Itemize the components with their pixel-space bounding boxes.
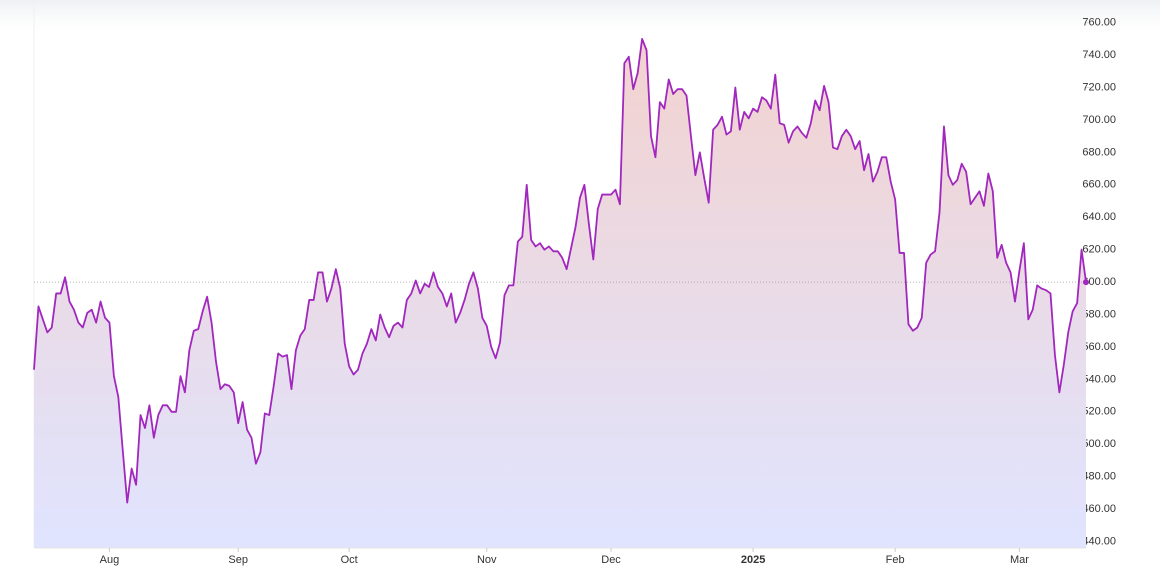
y-tick-label: 640.00 — [1082, 211, 1116, 223]
y-tick-label: 580.00 — [1082, 308, 1116, 320]
y-tick-label: 680.00 — [1082, 146, 1116, 158]
line — [33, 38, 1087, 504]
y-tick-label: 520.00 — [1082, 406, 1116, 418]
y-tick-label: 740.00 — [1082, 49, 1116, 61]
y-tick-label: 660.00 — [1082, 179, 1116, 191]
y-tick-label: 760.00 — [1082, 17, 1116, 29]
y-tick-label: 600.00 — [1082, 276, 1116, 288]
x-tick-label: Aug — [100, 554, 120, 566]
last-point — [1083, 279, 1089, 286]
x-tick-label: Sep — [228, 554, 248, 566]
x-tick-label: Oct — [341, 554, 358, 566]
y-tick-label: 440.00 — [1082, 535, 1116, 547]
y-tick-label: 700.00 — [1082, 114, 1116, 126]
area — [34, 38, 1086, 548]
y-tick-label: 620.00 — [1082, 244, 1116, 256]
y-tick-label: 540.00 — [1082, 373, 1116, 385]
x-tick-label: 2025 — [741, 554, 765, 566]
x-tick-label: Mar — [1010, 554, 1029, 566]
x-tick-label: Feb — [886, 554, 905, 566]
x-tick-label: Dec — [601, 554, 621, 566]
x-tick-label: Nov — [477, 554, 497, 566]
y-tick-label: 460.00 — [1082, 503, 1116, 515]
header-fade — [0, 0, 1160, 40]
y-tick-label: 560.00 — [1082, 341, 1116, 353]
y-tick-label: 500.00 — [1082, 438, 1116, 450]
y-tick-label: 720.00 — [1082, 81, 1116, 93]
y-tick-label: 480.00 — [1082, 471, 1116, 483]
